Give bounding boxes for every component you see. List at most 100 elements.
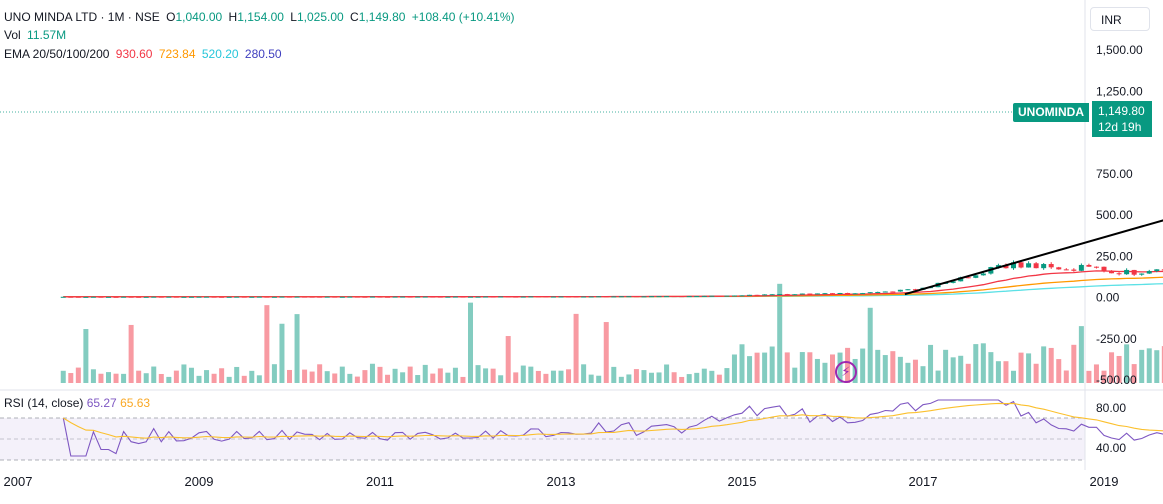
volume-bar [928, 344, 934, 383]
ema-label[interactable]: EMA 20/50/100/200 [4, 47, 110, 61]
candle [573, 296, 579, 298]
volume-bar [905, 362, 911, 383]
candle [980, 273, 986, 276]
candle [158, 296, 164, 298]
volume-bar [950, 357, 956, 383]
symbol-label[interactable]: UNO MINDA LTD · 1M · NSE [4, 10, 160, 24]
candle [60, 296, 66, 298]
volume-bar [1071, 344, 1077, 383]
candle [694, 296, 700, 298]
candle [822, 293, 828, 295]
candle [264, 296, 270, 298]
volume-bar [143, 373, 149, 383]
volume-bar [1116, 355, 1122, 383]
chart-grid [0, 0, 1163, 470]
ema50-line [63, 276, 1163, 298]
volume-bar [324, 371, 330, 383]
volume-bar [98, 373, 104, 383]
volume-bar [475, 365, 481, 383]
volume-bar [769, 346, 775, 383]
volume-bar [980, 343, 986, 383]
x-tick-label: 2015 [728, 474, 757, 489]
candle [475, 296, 481, 298]
candle [905, 289, 911, 291]
volume-bar [385, 374, 391, 383]
volume-bar [588, 374, 594, 383]
last-price: 1,149.80 [1098, 104, 1145, 118]
candle [90, 296, 96, 298]
candle [1041, 264, 1047, 269]
volume-bar [686, 374, 692, 383]
volume-bar [882, 355, 888, 383]
volume-bar [867, 307, 873, 383]
candle [415, 296, 421, 298]
volume-bar [513, 372, 519, 383]
candle [513, 296, 519, 298]
candle [1124, 269, 1130, 275]
candle [445, 296, 451, 298]
lightning-icon[interactable]: ⚡ [835, 361, 857, 383]
candle [452, 296, 458, 298]
candle [362, 296, 368, 298]
candle [437, 296, 443, 298]
candle [226, 296, 232, 298]
candle [1101, 266, 1107, 272]
candle [468, 296, 473, 298]
candle [143, 296, 149, 298]
volume-bars [60, 283, 1163, 383]
candle [912, 289, 918, 291]
volume-bar [1033, 363, 1039, 383]
x-tick-label: 2019 [1090, 474, 1119, 489]
volume-bar [1161, 346, 1163, 383]
candle [950, 281, 956, 283]
candle [68, 296, 74, 298]
volume-bar [166, 376, 172, 383]
volume-bar [1078, 326, 1084, 383]
candle [875, 291, 881, 293]
rsi-ma-line [63, 402, 1163, 439]
ema-lines [63, 270, 1163, 298]
candle [204, 296, 210, 298]
candle [1018, 262, 1024, 268]
volume-bar [468, 302, 473, 383]
candle [550, 296, 556, 298]
rsi-label[interactable]: RSI (14, close) [4, 396, 84, 410]
low-label: L [290, 10, 297, 24]
volume-bar [294, 314, 300, 383]
volume-bar [581, 364, 587, 383]
volume-bar [83, 329, 89, 383]
candle [731, 295, 737, 297]
candle [498, 296, 504, 298]
volume-bar [1124, 344, 1130, 383]
volume-bar [611, 366, 617, 383]
volume-bar [445, 372, 451, 383]
volume-bar [422, 364, 428, 383]
candle [890, 291, 896, 293]
candle [520, 296, 526, 298]
volume-bar [1101, 370, 1107, 383]
vol-label[interactable]: Vol [4, 28, 21, 42]
price-tick-label: 250.00 [1096, 249, 1133, 263]
change-value: +108.40 (+10.41%) [411, 10, 515, 24]
candle [181, 296, 187, 298]
volume-bar [943, 349, 949, 383]
volume-bar [626, 374, 632, 383]
ema200-value: 280.50 [244, 47, 282, 61]
volume-bar [965, 363, 971, 383]
currency-button[interactable]: INR [1090, 7, 1150, 31]
candle [483, 296, 489, 298]
candle [747, 294, 753, 296]
volume-bar [249, 370, 255, 383]
volume-bar [528, 366, 534, 383]
legend-ema: EMA 20/50/100/200 930.60 723.84 520.20 2… [4, 46, 285, 62]
volume-bar [664, 364, 670, 383]
candle [1056, 267, 1062, 270]
candle [528, 296, 534, 298]
candle [633, 296, 639, 298]
price-tick-label: 1,250.00 [1096, 84, 1143, 98]
axes: 1,500.00 1,250.00 750.00 500.00 250.00 0.00 -2… [4, 43, 1143, 489]
rsi-ma-value: 65.63 [120, 396, 151, 410]
candle [211, 296, 217, 298]
volume-bar [988, 352, 994, 383]
